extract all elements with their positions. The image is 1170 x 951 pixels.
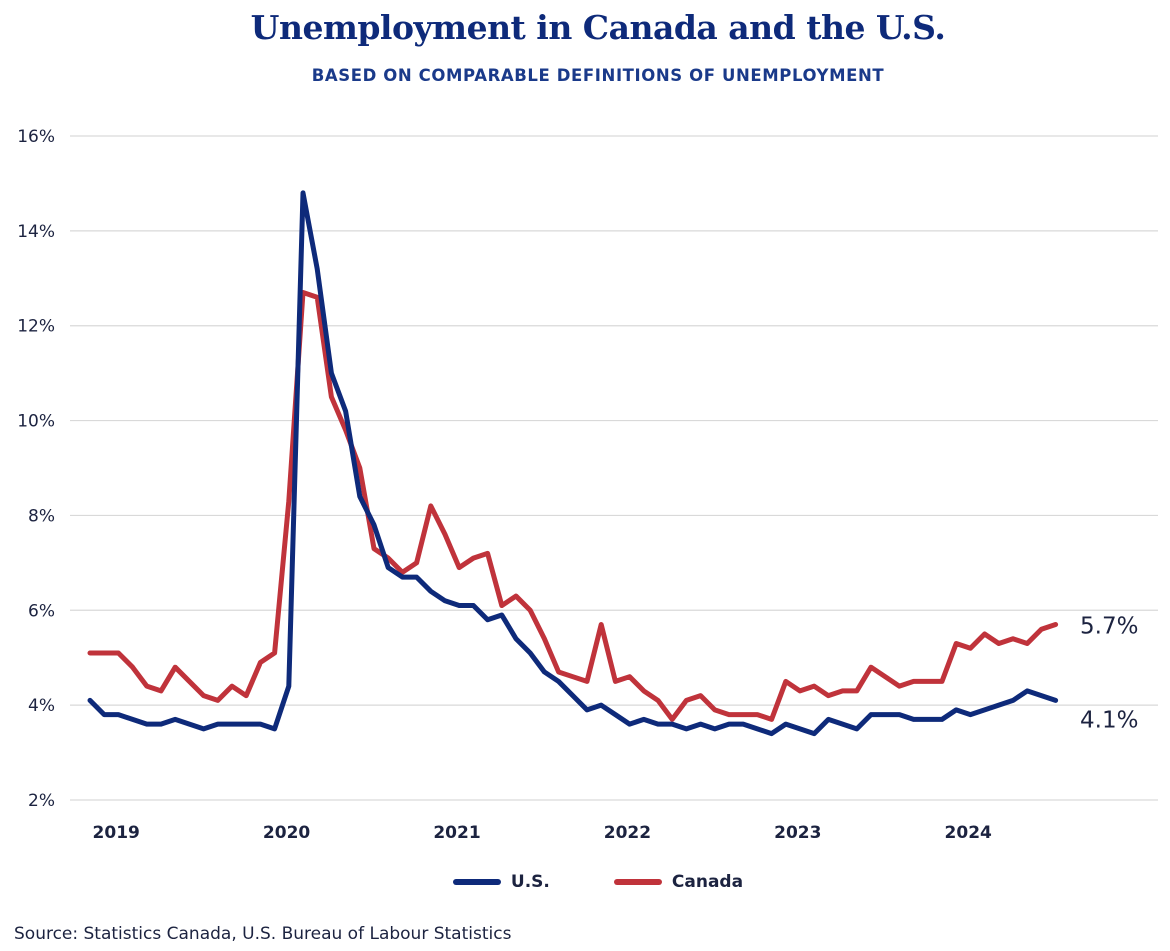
chart-legend: U.S. Canada	[0, 872, 1170, 892]
x-tick-label: 2024	[945, 823, 992, 843]
y-tick-label: 2%	[28, 791, 55, 811]
y-tick-label: 4%	[28, 696, 55, 716]
x-tick-label: 2022	[604, 823, 651, 843]
end-label-canada: 5.7%	[1080, 614, 1138, 640]
series-line-canada	[87, 290, 1059, 722]
end-value-labels: 5.7% 4.1%	[1080, 614, 1138, 734]
x-tick-label: 2020	[263, 823, 310, 843]
source-note: Source: Statistics Canada, U.S. Bureau o…	[14, 924, 512, 944]
end-label-us: 4.1%	[1080, 707, 1138, 733]
legend-swatch-canada	[613, 879, 662, 885]
x-tick-label: 2021	[433, 823, 480, 843]
legend-item-canada: Canada	[613, 872, 744, 892]
y-axis-ticks: 16% 14% 12% 10% 8% 6% 4% 2%	[17, 127, 55, 811]
x-tick-label: 2019	[93, 823, 140, 843]
y-tick-label: 16%	[17, 127, 55, 147]
line-chart: 16% 14% 12% 10% 8% 6% 4% 2% 2019 2020 2021 2022 202…	[17, 127, 1158, 843]
series-line-us	[87, 190, 1059, 737]
y-tick-label: 12%	[17, 317, 55, 337]
y-tick-label: 14%	[17, 222, 55, 242]
y-tick-label: 6%	[28, 601, 55, 621]
chart-subtitle: BASED ON COMPARABLE DEFINITIONS OF UNEMP…	[311, 66, 885, 85]
y-tick-label: 10%	[17, 412, 55, 432]
grid-lines	[70, 135, 1158, 801]
legend-label-us: U.S.	[510, 872, 550, 892]
legend-swatch-us	[452, 879, 501, 885]
legend-label-canada: Canada	[671, 872, 744, 892]
series-lines	[87, 190, 1059, 737]
legend-item-us: U.S.	[452, 872, 550, 892]
y-tick-label: 8%	[28, 506, 55, 526]
x-tick-label: 2023	[774, 823, 821, 843]
chart-title: Unemployment in Canada and the U.S.	[250, 8, 946, 47]
x-axis-ticks: 2019 2020 2021 2022 2023 2024	[93, 823, 992, 843]
